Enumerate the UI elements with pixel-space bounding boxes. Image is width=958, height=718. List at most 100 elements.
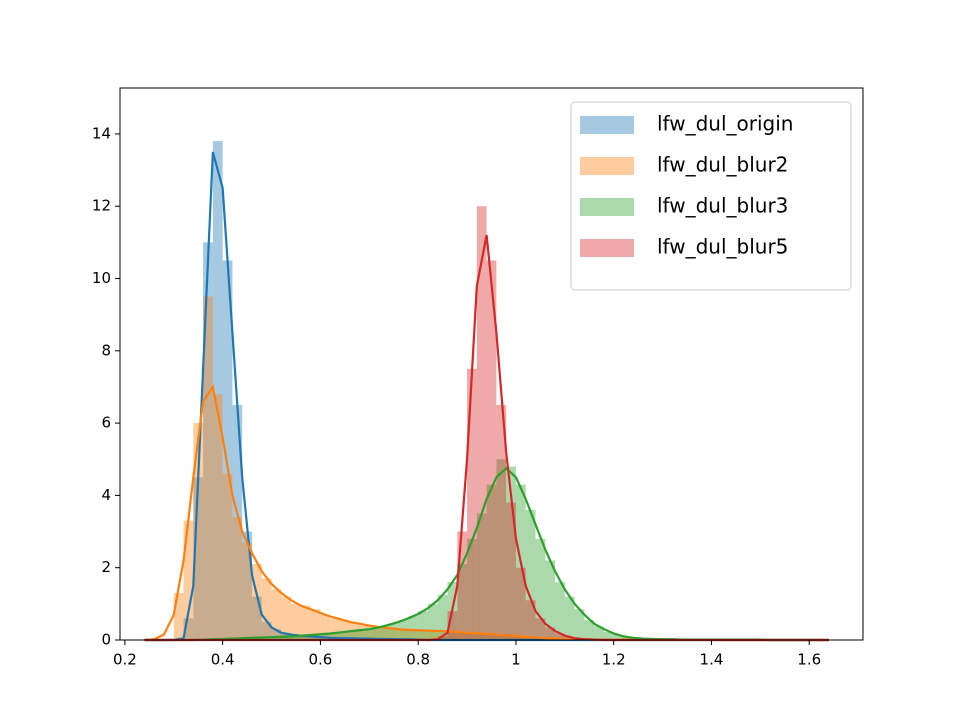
hist-bar <box>212 394 223 640</box>
hist-bar <box>349 630 360 640</box>
hist-bar <box>457 531 468 640</box>
hist-bar <box>379 627 389 640</box>
hist-bar <box>271 629 282 640</box>
y-tick-label: 2 <box>101 558 111 576</box>
x-tick-label: 1.2 <box>602 651 626 669</box>
hist-bar <box>173 593 184 640</box>
legend-label: lfw_dul_origin <box>657 112 793 136</box>
hist-bar <box>535 618 546 640</box>
hist-bar <box>183 520 194 640</box>
hist-bar <box>467 538 477 640</box>
legend-label: lfw_dul_blur3 <box>657 194 788 218</box>
hist-bar <box>496 459 507 640</box>
hist-bar <box>251 596 262 640</box>
hist-bar <box>486 260 497 640</box>
hist-bar <box>457 632 468 640</box>
hist-bar <box>203 242 213 641</box>
y-tick-label: 12 <box>92 197 111 215</box>
y-tick-label: 10 <box>92 269 111 287</box>
hist-bar <box>427 630 438 640</box>
hist-bar <box>408 630 419 640</box>
hist-bar <box>584 620 595 640</box>
hist-bar <box>300 636 311 640</box>
hist-bar <box>486 634 497 640</box>
y-tick-label: 4 <box>101 486 111 504</box>
legend-swatch <box>580 239 634 257</box>
hist-bar <box>486 484 497 640</box>
hist-bar <box>525 637 536 640</box>
hist-bar <box>467 368 477 640</box>
axes-frame <box>119 87 864 641</box>
hist-bar <box>437 594 448 640</box>
hist-bar <box>457 564 468 640</box>
y-tick-label: 6 <box>101 414 111 432</box>
hist-bar <box>388 628 399 640</box>
x-tick-label: 1 <box>511 651 521 669</box>
hist-bar <box>251 564 262 640</box>
y-tick-label: 0 <box>101 631 111 649</box>
hist-bar <box>476 633 487 640</box>
hist-bar <box>418 611 428 640</box>
hist-bar <box>555 633 565 640</box>
hist-bar <box>261 578 272 640</box>
x-tick-label: 1.6 <box>797 651 821 669</box>
x-tick-label: 0.2 <box>113 651 137 669</box>
hist-bar <box>379 626 389 640</box>
hist-bar <box>515 636 526 640</box>
hist-bar <box>232 405 243 640</box>
hist-bar <box>613 634 624 640</box>
hist-bar <box>506 635 516 640</box>
hist-bar <box>271 637 282 640</box>
hist-bar <box>476 513 487 640</box>
legend-box <box>570 101 852 291</box>
hist-bar <box>369 626 380 640</box>
hist-bar <box>496 405 507 640</box>
hist-bar <box>242 542 252 640</box>
hist-bar <box>388 623 399 640</box>
hist-bar <box>193 423 204 640</box>
hist-bar <box>300 605 311 640</box>
hist-bar <box>418 630 428 640</box>
hist-bar <box>291 634 301 640</box>
hist-bar <box>398 629 409 640</box>
hist-bar <box>281 596 292 640</box>
legend-swatch <box>580 157 634 175</box>
legend-label: lfw_dul_blur5 <box>657 235 788 259</box>
legend-swatch <box>580 116 634 134</box>
hist-bar <box>496 634 507 640</box>
hist-bar <box>291 636 301 640</box>
hist-bar <box>310 609 321 640</box>
hist-bar <box>467 632 477 640</box>
hist-bar <box>271 589 282 640</box>
hist-bar <box>320 614 331 640</box>
hist-bar <box>545 560 556 640</box>
hist-bar <box>603 632 614 640</box>
y-tick-label: 14 <box>92 124 111 142</box>
legend-label: lfw_dul_blur2 <box>657 153 788 177</box>
hist-bar <box>369 628 380 640</box>
hist-bar <box>408 616 419 640</box>
x-tick-label: 0.4 <box>211 651 235 669</box>
hist-bar <box>525 600 536 640</box>
hist-bar <box>506 502 516 640</box>
hist-bar <box>281 636 292 640</box>
hist-bar <box>545 627 556 640</box>
hist-bar <box>525 509 536 640</box>
histogram-series <box>173 296 644 640</box>
legend-swatch <box>580 198 634 216</box>
hist-bar <box>222 260 233 640</box>
hist-bar <box>203 296 213 640</box>
hist-bar <box>437 636 448 640</box>
hist-bar <box>261 637 272 640</box>
hist-bar <box>242 531 252 640</box>
y-tick-label: 8 <box>101 341 111 359</box>
x-tick-label: 0.8 <box>406 651 430 669</box>
hist-bar <box>476 206 487 640</box>
hist-bar <box>506 466 516 640</box>
hist-bar <box>183 618 194 640</box>
histogram-series <box>437 206 595 640</box>
hist-bar <box>330 632 340 640</box>
hist-bar <box>515 567 526 640</box>
